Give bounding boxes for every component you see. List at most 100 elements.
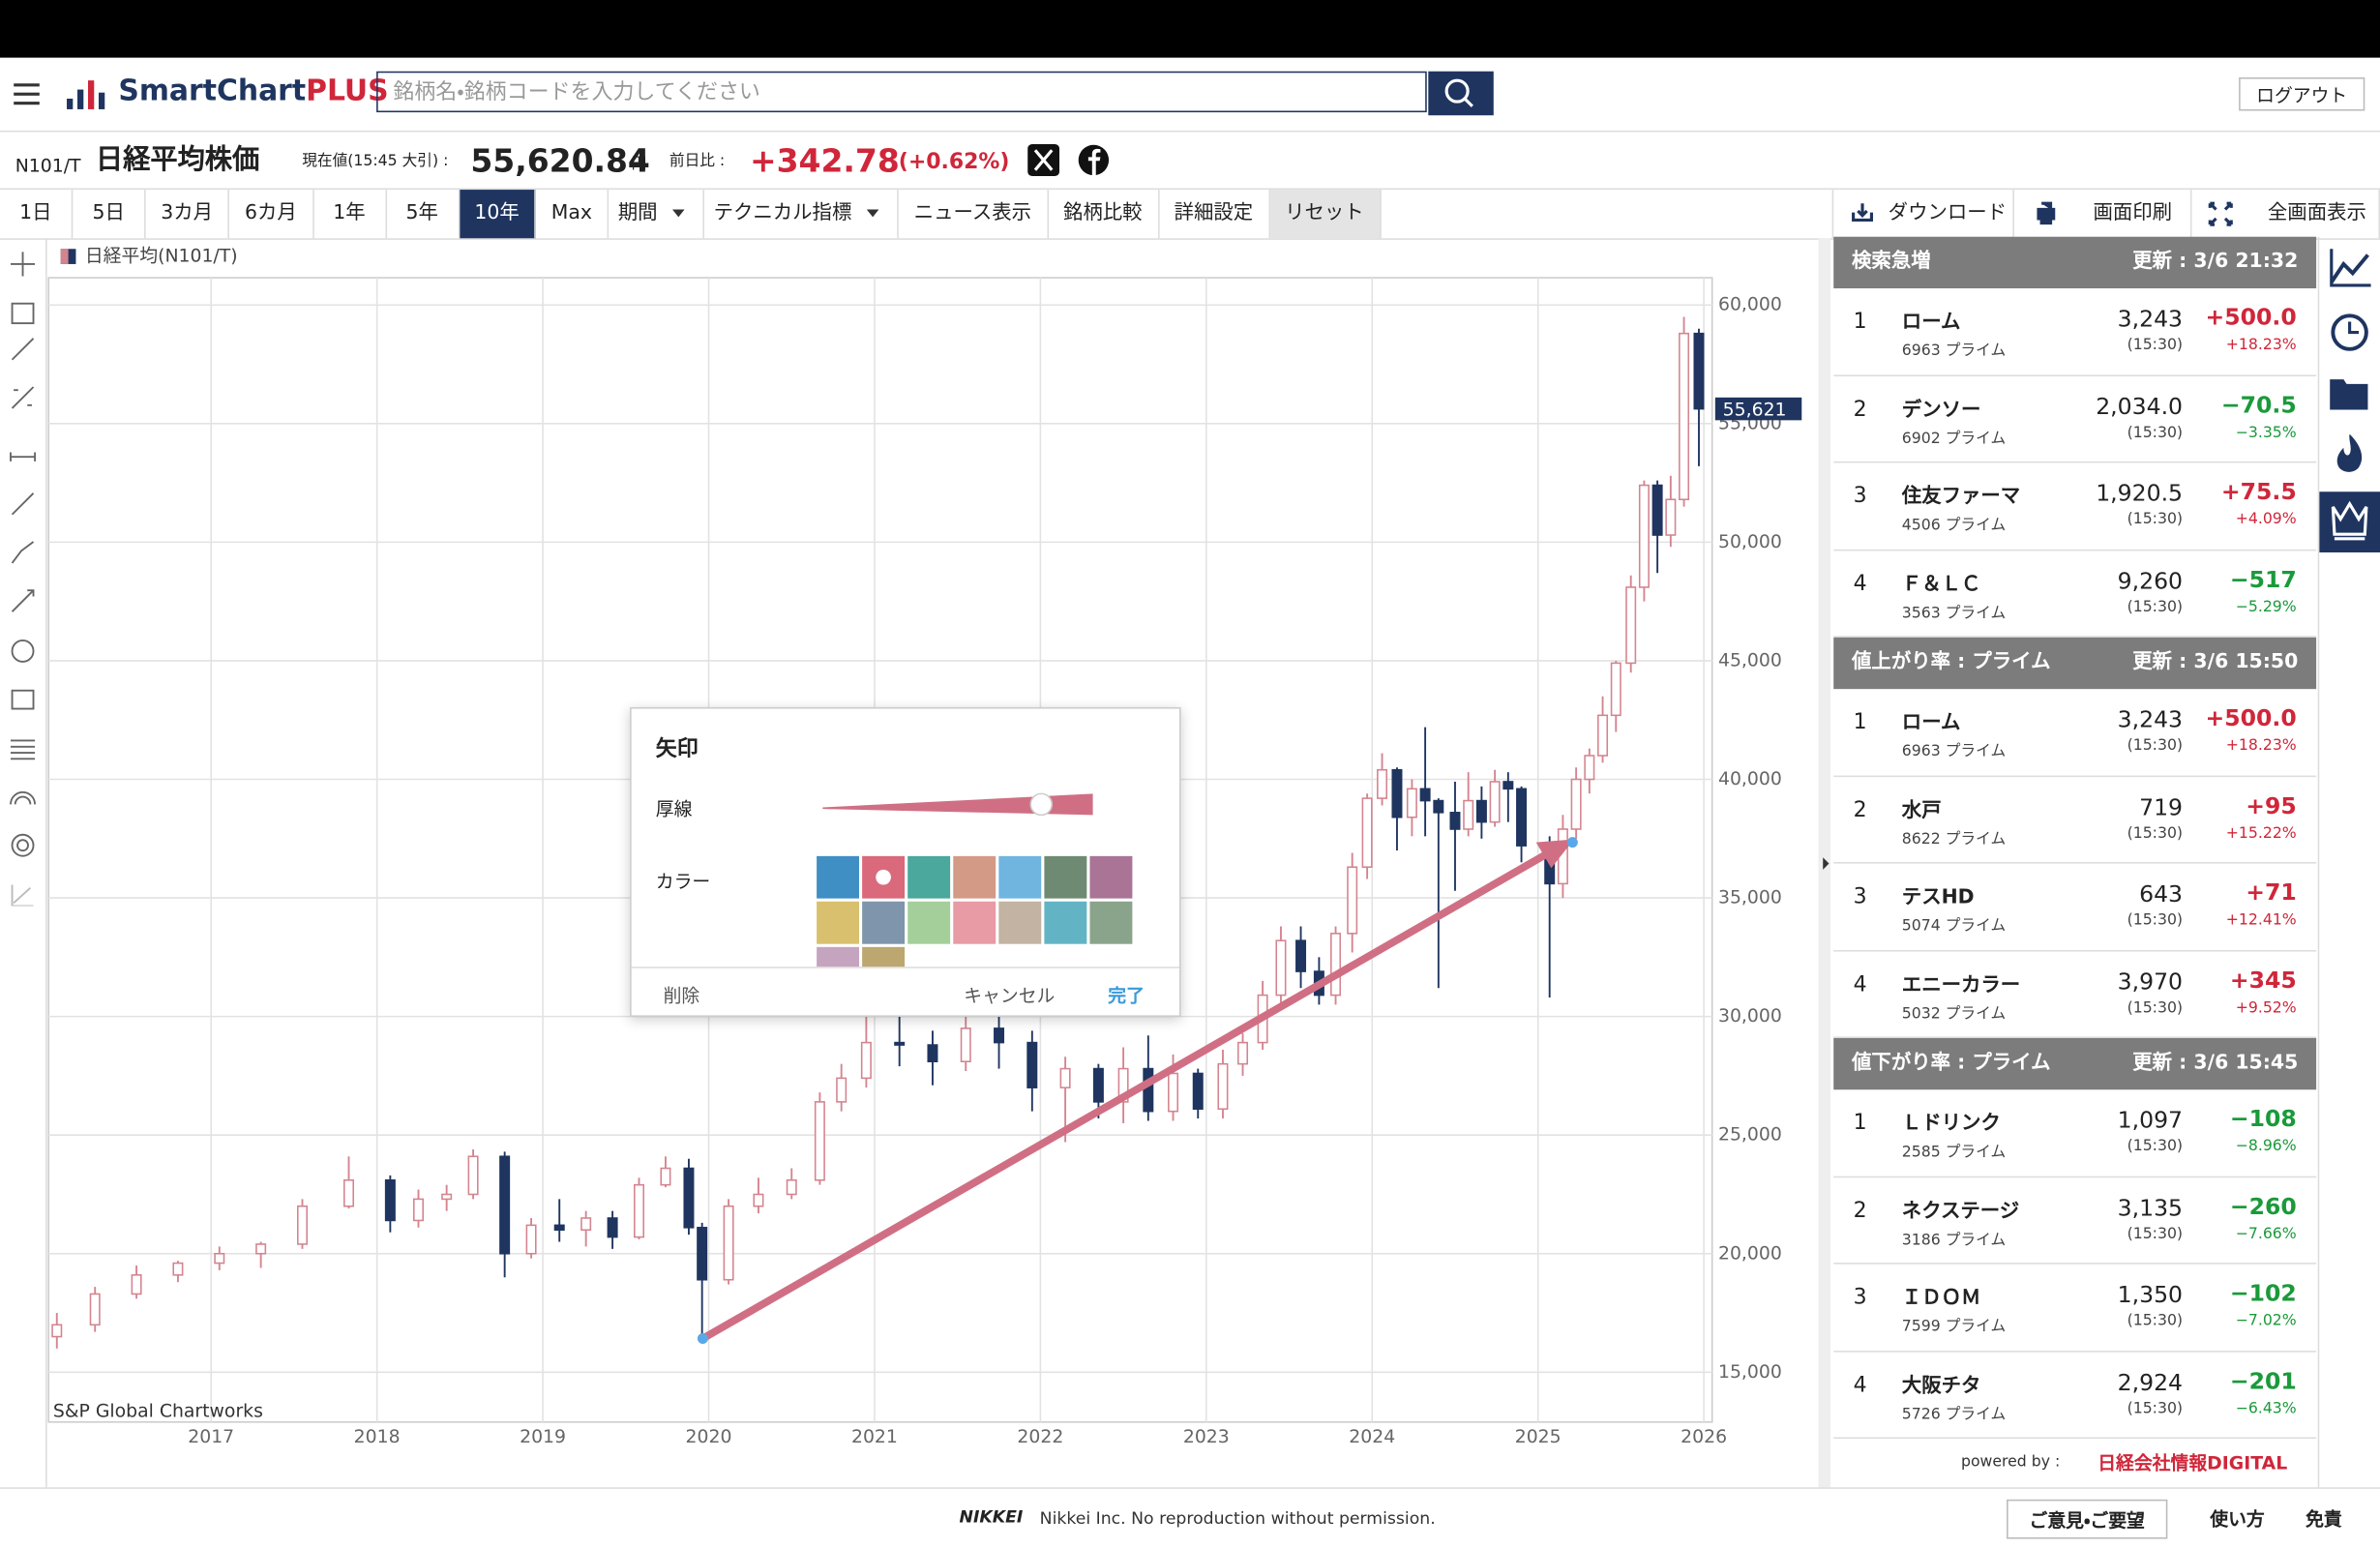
stock-change: +345 <box>2229 966 2297 994</box>
arrow-handle[interactable] <box>1566 837 1578 848</box>
y-tick-label: 45,000 <box>1718 650 1782 670</box>
color-swatch[interactable] <box>817 946 859 968</box>
ranking-row[interactable]: 2 デンソー 6902 プライム 2,034.0 (15:30) −70.5 −3.35% <box>1833 375 2317 463</box>
stock-name: ローム <box>1901 311 1961 335</box>
menu-button[interactable]: テクニカル指標 <box>704 190 899 239</box>
period-button[interactable]: 5年 <box>386 190 460 239</box>
ranking-row[interactable]: 1 Ｌドリンク 2585 プライム 1,097 (15:30) −108 −8.96% <box>1833 1089 2317 1177</box>
menu-button[interactable]: 期間 <box>609 190 705 239</box>
action-button[interactable]: ダウンロード <box>1831 190 2014 239</box>
footer-link[interactable]: ご意見・ご要望 <box>2007 1499 2168 1539</box>
arrow-handle[interactable] <box>697 1333 708 1345</box>
price-time: (15:30) <box>2127 1138 2184 1155</box>
logo-accent: PLUS <box>306 74 389 108</box>
candle-body <box>1449 812 1461 830</box>
ranking-row[interactable]: 2 水戸 8622 プライム 719 (15:30) +95 +15.22% <box>1833 776 2317 864</box>
ranking-row[interactable]: 2 ネクステージ 3186 プライム 3,135 (15:30) −260 −7.66% <box>1833 1176 2317 1265</box>
cancel-button[interactable]: キャンセル <box>964 985 1056 1007</box>
color-swatch[interactable] <box>817 855 859 899</box>
rank: 1 <box>1853 310 1867 335</box>
color-swatch[interactable] <box>998 901 1042 944</box>
ranking-row[interactable]: 3 住友ファーマ 4506 プライム 1,920.5 (15:30) +75.5 +4.09… <box>1833 462 2317 551</box>
color-swatch[interactable] <box>907 855 951 899</box>
drawing-tools <box>0 238 47 1488</box>
logo[interactable]: SmartChartPLUS <box>118 74 388 108</box>
candle-body <box>1433 799 1444 814</box>
price-time: (15:30) <box>2127 1312 2184 1330</box>
ranking-row[interactable]: 4 大阪チタ 5726 プライム 2,924 (15:30) −201 −6.43% <box>1833 1352 2317 1440</box>
facebook-share[interactable] <box>1078 144 1110 176</box>
ranking-row[interactable]: 4 Ｆ＆ＬＣ 3563 プライム 9,260 (15:30) −517 −5.29% <box>1833 551 2317 638</box>
action-button[interactable]: 全画面表示 <box>2191 190 2380 239</box>
candle-body <box>1610 662 1621 717</box>
period-button[interactable]: Max <box>536 190 610 239</box>
candle-body <box>683 1167 695 1229</box>
tool-icons[interactable] <box>0 238 45 908</box>
color-swatch[interactable] <box>998 855 1042 899</box>
menu-label: 期間 <box>617 201 658 225</box>
ranking-header: 検索急増 更新 : 3/6 21:32 <box>1833 236 2317 289</box>
delete-button[interactable]: 削除 <box>663 985 700 1007</box>
search-input[interactable]: 銘柄名・銘柄コードを入力してください <box>376 71 1427 113</box>
color-swatch[interactable] <box>1044 855 1087 899</box>
period-button[interactable]: 3カ月 <box>146 190 230 239</box>
color-swatch[interactable] <box>862 901 906 944</box>
tool-button[interactable]: ニュース表示 <box>899 190 1049 239</box>
candle-body <box>927 1044 938 1062</box>
color-swatch[interactable] <box>817 901 859 944</box>
color-swatch[interactable] <box>953 901 997 944</box>
footer-link[interactable]: 免責 <box>2306 1508 2342 1531</box>
arrow-head[interactable] <box>1535 839 1574 869</box>
logout-button[interactable]: ログアウト <box>2239 77 2365 111</box>
done-button[interactable]: 完了 <box>1108 985 1145 1007</box>
side-icon-set[interactable] <box>2319 237 2380 555</box>
period-button[interactable]: 6カ月 <box>229 190 314 239</box>
color-swatch[interactable] <box>1044 901 1087 944</box>
ranking-title: 値下がり率 : プライム <box>1852 1052 2051 1075</box>
candle-body <box>343 1178 354 1207</box>
search-button[interactable] <box>1428 71 1494 116</box>
stock-change-percent: +18.23% <box>2225 737 2297 755</box>
color-swatch[interactable] <box>862 855 906 899</box>
candle-body <box>894 1041 906 1046</box>
color-swatch[interactable] <box>907 901 951 944</box>
ranking-header: 値下がり率 : プライム 更新 : 3/6 15:45 <box>1833 1037 2317 1090</box>
powered-by: powered by : <box>1960 1453 2061 1472</box>
tool-button[interactable]: 詳細設定 <box>1159 190 1270 239</box>
color-swatch[interactable] <box>953 855 997 899</box>
footer: NIKKEI Nikkei Inc. No reproduction witho… <box>0 1487 2380 1548</box>
period-button[interactable]: 5日 <box>73 190 146 239</box>
tool-button[interactable]: リセット <box>1269 190 1381 239</box>
color-swatch[interactable] <box>1089 901 1133 944</box>
stock-change-percent: −7.66% <box>2235 1225 2297 1242</box>
thickness-slider[interactable] <box>819 790 1096 818</box>
tool-button[interactable]: 銘柄比較 <box>1048 190 1159 239</box>
color-swatch[interactable] <box>1089 855 1133 899</box>
chart-title: 日経平均(N101/T) <box>85 246 238 267</box>
action-icon <box>2037 200 2056 224</box>
ranking-row[interactable]: 3 ＩＤＯＭ 7599 プライム 1,350 (15:30) −102 −7.02% <box>1833 1265 2317 1352</box>
color-swatch[interactable] <box>862 946 906 968</box>
action-button[interactable]: 画面印刷 <box>2014 190 2192 239</box>
period-button[interactable]: 1日 <box>0 190 74 239</box>
candle-body <box>1330 933 1342 997</box>
ranking-row[interactable]: 1 ローム 6963 プライム 3,243 (15:30) +500.0 +18.23% <box>1833 288 2317 376</box>
period-button[interactable]: 10年 <box>459 190 536 239</box>
ranking-row[interactable]: 1 ローム 6963 プライム 3,243 (15:30) +500.0 +18.23% <box>1833 689 2317 777</box>
stock-price: 643 <box>2139 879 2184 908</box>
footer-link[interactable]: 使い方 <box>2210 1508 2265 1531</box>
period-button[interactable]: 1年 <box>313 190 387 239</box>
x-share[interactable] <box>1027 144 1060 176</box>
stock-change-percent: +12.41% <box>2225 911 2297 930</box>
stock-code: 7599 プライム <box>1901 1319 2007 1336</box>
rank: 2 <box>1853 1198 1867 1223</box>
candle-body <box>580 1217 592 1232</box>
ranking-row[interactable]: 4 エニーカラー 5032 プライム 3,970 (15:30) +345 +9.52% <box>1833 951 2317 1038</box>
rank: 4 <box>1853 571 1867 596</box>
price: 55,620.84 <box>470 142 650 180</box>
stock-code: 6902 プライム <box>1901 430 2007 447</box>
stock-change-percent: −7.02% <box>2235 1312 2297 1330</box>
menu-icon[interactable] <box>14 82 41 106</box>
y-tick-label: 40,000 <box>1718 769 1782 789</box>
ranking-row[interactable]: 3 テスHD 5074 プライム 643 (15:30) +71 +12.41% <box>1833 864 2317 951</box>
